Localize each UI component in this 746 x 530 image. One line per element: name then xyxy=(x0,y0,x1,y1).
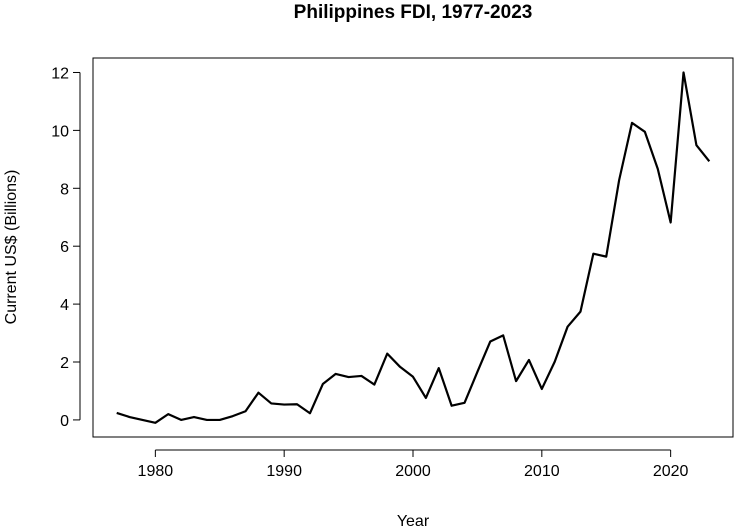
chart-title: Philippines FDI, 1977-2023 xyxy=(294,2,533,23)
x-tick-label: 2000 xyxy=(395,463,431,480)
y-tick-label: 12 xyxy=(51,65,69,82)
x-tick-label: 2010 xyxy=(524,463,560,480)
y-tick-label: 2 xyxy=(60,355,69,372)
y-tick-label: 8 xyxy=(60,181,69,198)
y-tick-label: 4 xyxy=(60,297,69,314)
plot-frame xyxy=(92,57,734,438)
x-tick-label: 1990 xyxy=(266,463,302,480)
data-line xyxy=(116,71,711,424)
x-axis-label: Year xyxy=(397,513,430,530)
x-tick-label: 1980 xyxy=(138,463,174,480)
x-tick-label: 2020 xyxy=(653,463,689,480)
y-tick-label: 10 xyxy=(51,123,69,140)
y-tick-label: 0 xyxy=(60,413,69,430)
y-tick-label: 6 xyxy=(60,239,69,256)
y-axis-label: Current US$ (Billions) xyxy=(3,170,20,325)
